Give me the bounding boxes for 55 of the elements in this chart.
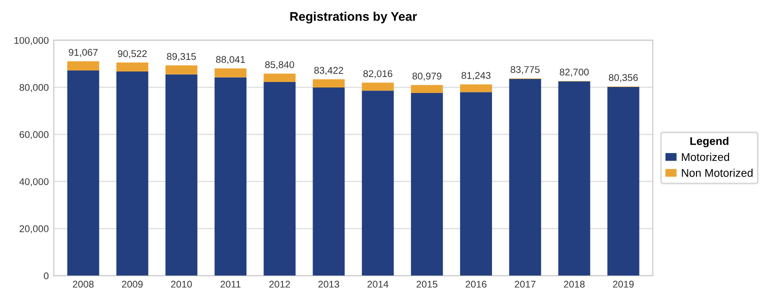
total-label: 80,356 [608,74,638,82]
total-label: 80,979 [412,72,442,81]
bar [214,77,246,276]
legend-title: Legend [690,136,728,148]
total-label: 85,840 [265,61,294,70]
legend-label: Motorized [682,152,730,161]
bar [362,82,394,91]
x-tick-label: 2019 [613,280,634,288]
bar [460,84,492,92]
total-label: 82,016 [363,70,392,78]
bar [362,90,394,276]
x-tick-label: 2012 [269,280,290,288]
bar [214,68,246,78]
y-tick-label: 100,000 [14,36,49,45]
y-tick-label: 40,000 [19,178,49,186]
total-label: 83,775 [510,66,540,74]
chart-title: Registrations by Year [290,12,417,24]
bar [264,82,296,276]
total-label: 82,700 [560,68,589,77]
y-tick-label: 0 [44,272,49,280]
x-tick-label: 2009 [122,280,143,288]
bar [558,81,590,276]
bar [460,92,492,276]
bar [165,74,198,276]
total-label: 83,422 [314,66,344,75]
bar [165,65,198,74]
bar [312,88,345,276]
bar [410,85,443,94]
y-tick-label: 80,000 [20,84,49,92]
bar [509,78,542,276]
y-tick-label: 60,000 [20,131,49,140]
bar [67,61,100,70]
bar [67,70,100,276]
bar [116,71,148,276]
bar [264,74,296,82]
total-label: 90,522 [118,50,147,58]
x-tick-label: 2018 [564,280,585,288]
x-tick-label: 2017 [514,280,536,288]
x-tick-label: 2011 [220,280,241,288]
bar [410,93,443,276]
x-tick-label: 2014 [368,280,388,288]
total-label: 91,067 [68,48,98,57]
x-tick-label: 2016 [466,280,486,288]
x-tick-label: 2008 [72,280,94,288]
x-tick-label: 2010 [171,280,192,288]
total-label: 81,243 [462,72,490,80]
total-label: 89,315 [166,53,196,62]
x-tick-label: 2015 [416,280,438,288]
total-label: 88,041 [216,56,245,64]
bar [312,79,345,88]
x-tick-label: 2013 [318,280,340,288]
legend-label: Non Motorized [682,168,753,177]
bar [607,86,640,276]
bar [116,62,148,72]
y-tick-label: 20,000 [20,225,49,234]
